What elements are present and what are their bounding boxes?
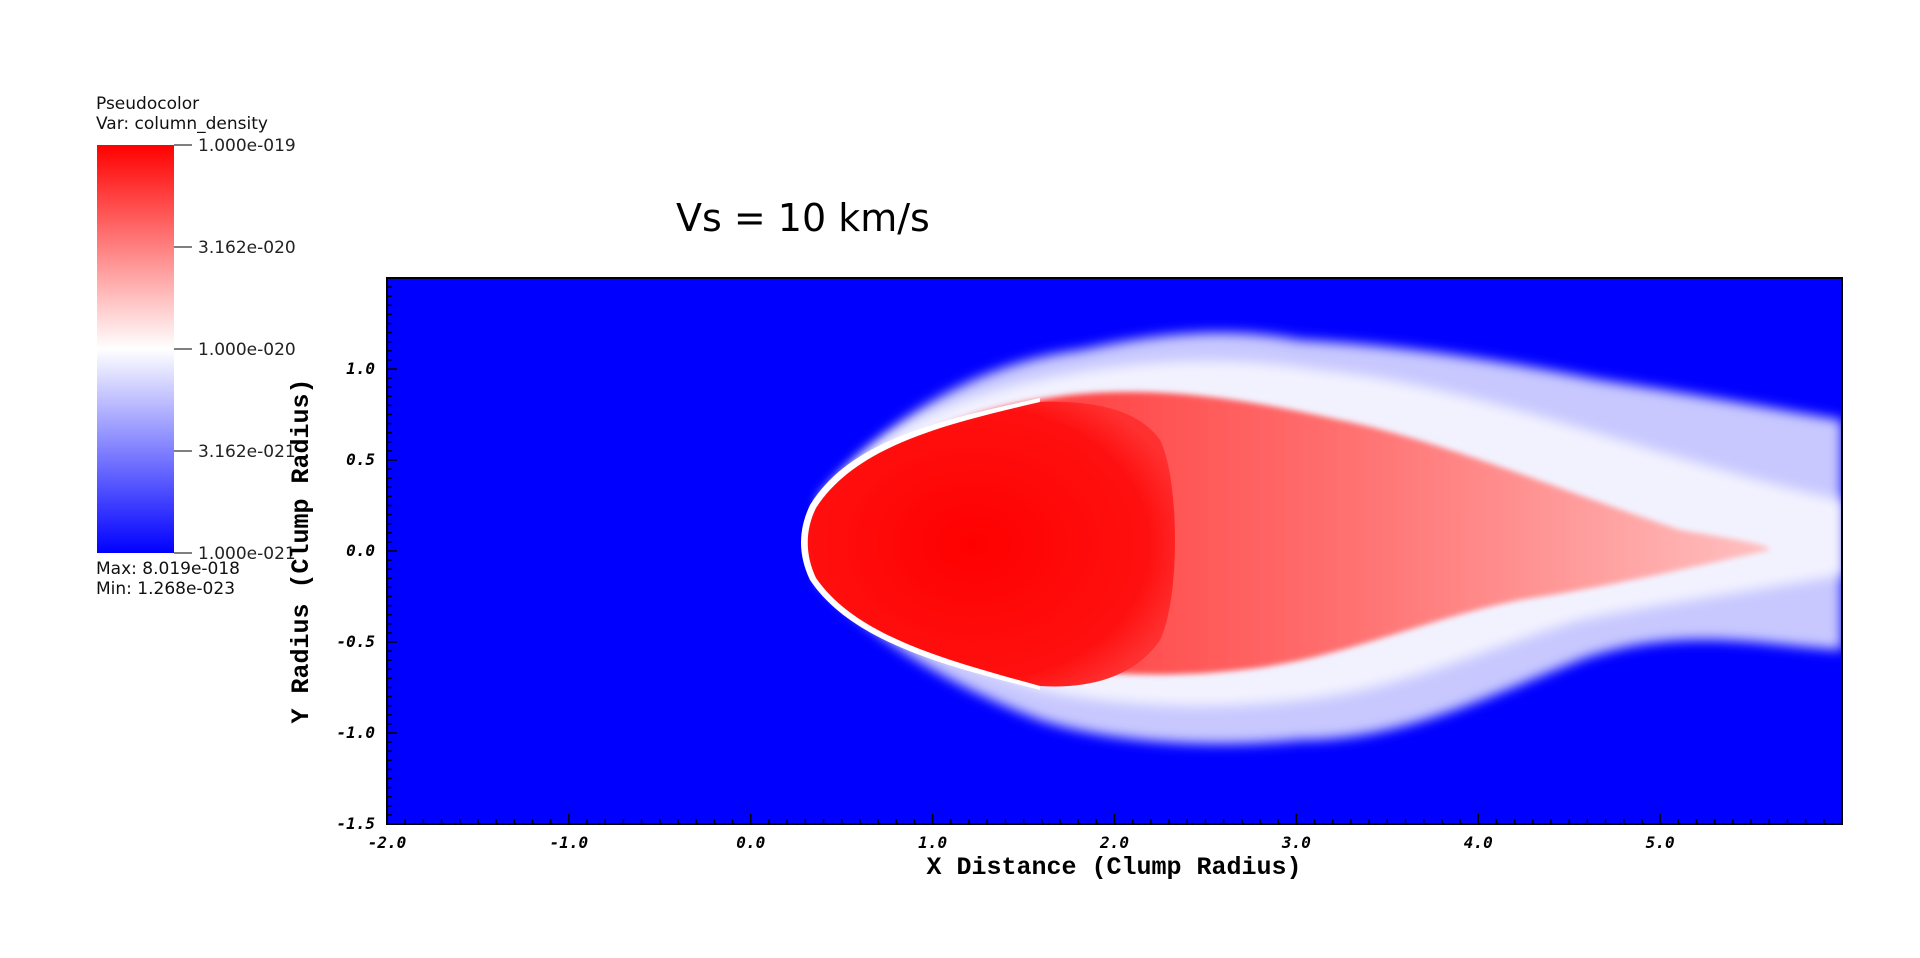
y-axis-title: Y Radius (Clump Radius) [287, 378, 316, 723]
plot-title: Vs = 10 km/s [676, 196, 930, 240]
legend-minmax: Max: 8.019e-018 Min: 1.268e-023 [96, 559, 240, 599]
colorbar-tick-label: 1.000e-019 [198, 136, 296, 156]
y-tick-label: 0.5 [346, 450, 375, 469]
x-tick-label: 3.0 [1281, 833, 1311, 852]
legend-min-label: Min: 1.268e-023 [96, 579, 236, 599]
y-tick-label: 0.0 [346, 541, 375, 560]
y-tick-label: -1.5 [336, 814, 375, 833]
legend-max-label: Max: 8.019e-018 [96, 559, 240, 579]
legend-title: Pseudocolor Var: column_density [96, 94, 268, 134]
heatmap-field [387, 278, 1842, 824]
axis-ticks: -2.0 -1.0 0.0 1.0 2.0 3.0 4.0 5.0 1.0 0.5 0.0 -0.5 -… [336, 277, 1843, 852]
y-tick-label: 1.0 [346, 359, 375, 378]
x-tick-label: -2.0 [368, 833, 407, 852]
colorbar-tick-label: 3.162e-020 [198, 238, 296, 258]
legend-var-label: Var: column_density [96, 114, 268, 134]
x-tick-label: -1.0 [550, 833, 589, 852]
x-tick-label: 5.0 [1646, 833, 1675, 852]
legend-type-label: Pseudocolor [96, 94, 200, 114]
colorbar: 1.000e-019 3.162e-020 1.000e-020 3.162e-021… [97, 136, 296, 564]
y-tick-label: -0.5 [336, 632, 375, 651]
x-axis-title: X Distance (Clump Radius) [926, 853, 1301, 882]
clump-head [807, 401, 1175, 687]
x-tick-label: 0.0 [736, 833, 765, 852]
x-tick-label: 4.0 [1464, 833, 1493, 852]
x-tick-label: 1.0 [918, 833, 947, 852]
colorbar-tick-label: 1.000e-020 [198, 340, 296, 360]
colorbar-tick-label: 1.000e-021 [198, 544, 296, 564]
colorbar-gradient [97, 145, 174, 553]
colorbar-tick-label: 3.162e-021 [198, 442, 296, 462]
y-tick-label: -1.0 [336, 723, 375, 742]
x-tick-label: 2.0 [1099, 833, 1129, 852]
